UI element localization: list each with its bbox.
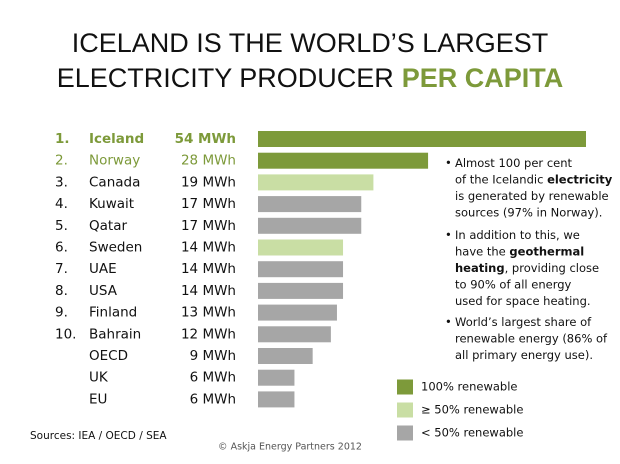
- bar: [258, 391, 295, 408]
- category-label: Norway: [89, 153, 140, 169]
- rank-label: 4.: [55, 196, 68, 212]
- annotation-text: World’s largest share of: [455, 315, 592, 329]
- rank-label: 3.: [55, 174, 68, 190]
- bar: [258, 369, 295, 386]
- rank-label: 7.: [55, 261, 68, 277]
- bar: [258, 152, 429, 169]
- bar: [258, 131, 586, 147]
- category-label: UAE: [89, 261, 117, 277]
- value-label: 6 MWh: [190, 391, 236, 407]
- annotation-text: electricity: [547, 172, 613, 186]
- source: Sources: IEA / OECD / SEA: [30, 430, 167, 442]
- annotation-text: is generated by renewable: [455, 189, 609, 203]
- legend-swatch: [397, 425, 413, 441]
- bar: [258, 326, 331, 343]
- bar: [258, 239, 344, 256]
- chart-title: ELECTRICITY PRODUCER PER CAPITA: [57, 63, 564, 93]
- category-label: OECD: [89, 348, 128, 364]
- legend-swatch: [397, 379, 413, 395]
- category-label: Finland: [89, 305, 137, 321]
- rank-label: 8.: [55, 283, 68, 299]
- annotation-text: , providing close: [505, 261, 599, 275]
- annotation-line: heating, providing close: [455, 261, 599, 275]
- category-label: Bahrain: [89, 326, 141, 342]
- title-text: ELECTRICITY PRODUCER: [57, 63, 394, 93]
- bar: [258, 282, 344, 299]
- bullet: •: [445, 228, 452, 242]
- legend-label: < 50% renewable: [421, 426, 523, 440]
- annotation-text: of the Icelandic: [455, 172, 547, 186]
- annotation-line: of the Icelandic electricity: [455, 172, 613, 186]
- annotation-line: In addition to this, we: [455, 228, 580, 242]
- value-label: 28 MWh: [181, 153, 236, 169]
- bullet: •: [445, 315, 452, 329]
- value-label: 19 MWh: [181, 174, 236, 190]
- annotation-line: World’s largest share of: [455, 315, 592, 329]
- rank-label: 1.: [55, 131, 70, 147]
- bar: [258, 196, 362, 213]
- legend-label: 100% renewable: [421, 380, 517, 394]
- value-label: 6 MWh: [190, 370, 236, 386]
- category-label: Canada: [89, 174, 140, 190]
- annotation-line: have the geothermal: [455, 244, 584, 258]
- bar: [258, 261, 344, 278]
- rank-label: 9.: [55, 305, 68, 321]
- category-label: Kuwait: [89, 196, 134, 212]
- bar: [258, 348, 313, 364]
- annotation-line: sources (97% in Norway).: [455, 205, 602, 219]
- title-highlight: PER CAPITA: [402, 63, 564, 93]
- rank-label: 10.: [55, 326, 76, 342]
- bar: [258, 217, 362, 234]
- legend-swatch: [397, 402, 413, 418]
- bar: [258, 174, 374, 191]
- annotation-text: heating: [455, 261, 505, 275]
- category-label: USA: [89, 283, 118, 299]
- annotation-text: geothermal: [509, 244, 584, 258]
- annotation-text: renewable energy (86% of: [455, 331, 608, 345]
- value-label: 14 MWh: [181, 261, 236, 277]
- bullet: •: [445, 156, 452, 170]
- value-label: 54 MWh: [175, 131, 236, 147]
- annotation-text: all primary energy use).: [455, 348, 593, 362]
- category-label: Iceland: [89, 131, 144, 147]
- annotation-text: Almost 100 per cent: [455, 156, 573, 170]
- annotation-text: used for space heating.: [455, 294, 591, 308]
- annotation-line: is generated by renewable: [455, 189, 609, 203]
- annotation-line: Almost 100 per cent: [455, 156, 573, 170]
- annotation-line: used for space heating.: [455, 294, 591, 308]
- annotation-line: renewable energy (86% of: [455, 331, 608, 345]
- bar: [258, 304, 337, 321]
- annotation-text: In addition to this, we: [455, 228, 580, 242]
- chart-title: ICELAND IS THE WORLD’S LARGEST: [72, 28, 549, 58]
- annotation-text: have the: [455, 244, 509, 258]
- annotation-line: to 90% of all energy: [455, 277, 572, 291]
- value-label: 17 MWh: [181, 196, 236, 212]
- value-label: 12 MWh: [181, 326, 236, 342]
- category-label: Qatar: [89, 218, 127, 234]
- category-label: EU: [89, 391, 107, 407]
- annotation-line: all primary energy use).: [455, 348, 593, 362]
- rank-label: 6.: [55, 240, 68, 256]
- value-label: 14 MWh: [181, 283, 236, 299]
- value-label: 17 MWh: [181, 218, 236, 234]
- rank-label: 5.: [55, 218, 68, 234]
- annotation-text: sources (97% in Norway).: [455, 205, 602, 219]
- rank-label: 2.: [55, 153, 68, 169]
- legend-label: ≥ 50% renewable: [421, 403, 523, 417]
- category-label: UK: [89, 370, 109, 386]
- annotation-text: to 90% of all energy: [455, 277, 572, 291]
- category-label: Sweden: [89, 240, 142, 256]
- value-label: 13 MWh: [181, 305, 236, 321]
- value-label: 9 MWh: [190, 348, 236, 364]
- value-label: 14 MWh: [181, 240, 236, 256]
- copyright: © Askja Energy Partners 2012: [218, 442, 362, 453]
